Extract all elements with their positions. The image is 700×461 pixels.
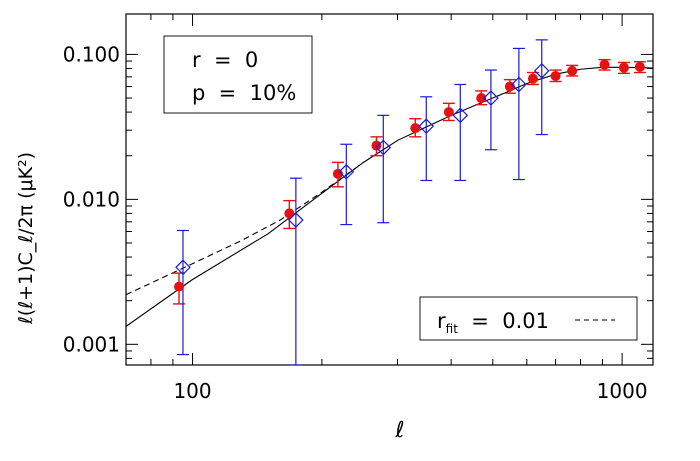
red-data-point: [599, 59, 610, 70]
blue-diamond-point: [533, 63, 550, 79]
y-axis-label: ℓ(ℓ+1)C_ℓ/2π (μK²): [15, 152, 37, 325]
red-data-point: [476, 93, 487, 104]
plot-frame: [125, 13, 654, 366]
y-tick-label: 0.100: [63, 42, 120, 66]
blue-diamond-point: [338, 163, 355, 180]
x-tick-label: 100: [173, 379, 211, 403]
dashed-fit-curve: [125, 167, 357, 296]
plot-area: [125, 13, 654, 366]
y-tick-label: 0.010: [63, 187, 120, 211]
legend-box: rfit = 0.01: [419, 296, 638, 341]
red-data-point: [443, 107, 454, 118]
red-data-point: [618, 62, 629, 73]
red-data-point: [527, 73, 538, 84]
legend-label-rest: = 0.01: [458, 309, 549, 333]
red-data-point: [410, 123, 421, 134]
y-tick-label: 0.001: [63, 332, 120, 356]
annotation-line-p: p = 10%: [192, 81, 296, 105]
model-curves: [125, 66, 654, 327]
x-tick-label: 1000: [597, 379, 648, 403]
x-axis-label: ℓ: [394, 418, 404, 443]
blue-diamond-point: [175, 259, 191, 276]
error-bars: [173, 39, 646, 366]
legend-label: rfit = 0.01: [437, 309, 549, 336]
blue-diamond-point: [511, 76, 527, 93]
blue-diamond-point: [418, 118, 435, 134]
blue-diamond-point: [375, 139, 392, 156]
legend-label-main: r: [437, 309, 446, 333]
blue-diamond-point: [452, 107, 469, 124]
tick-labels: 100 1000 0.001 0.010 0.100: [63, 42, 648, 403]
legend-label-sub: fit: [446, 322, 459, 336]
red-data-point: [284, 208, 295, 219]
blue-diamond-point: [483, 90, 499, 106]
data-markers: [174, 59, 645, 292]
red-data-point: [174, 281, 185, 292]
solid-model-curve: [125, 66, 654, 327]
red-data-point: [371, 140, 382, 151]
red-data-point: [634, 61, 645, 72]
red-data-point: [567, 65, 578, 76]
blue-diamond-point: [288, 212, 304, 228]
annotation-line-r: r = 0: [192, 48, 258, 72]
parameter-annotation-box: r = 0 p = 10%: [163, 35, 313, 114]
red-data-point: [550, 70, 561, 81]
axis-ticks: [125, 14, 653, 365]
